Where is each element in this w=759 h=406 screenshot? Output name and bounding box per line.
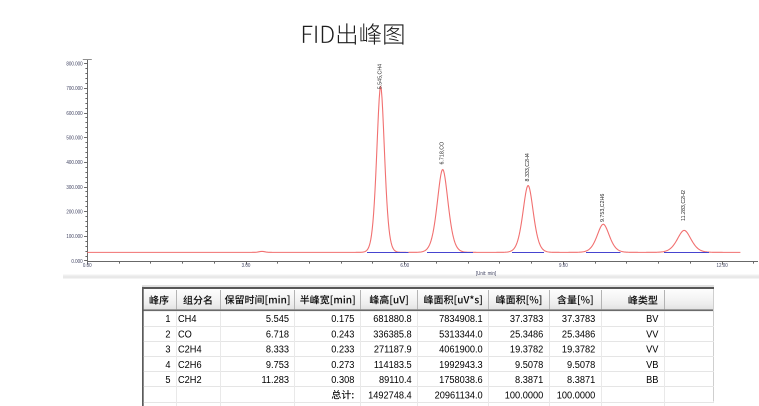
svg-text:1492748.4: 1492748.4: [368, 390, 412, 402]
svg-text:1758038.6: 1758038.6: [439, 375, 483, 387]
svg-text:3.00: 3.00: [242, 263, 251, 269]
svg-text:336385.8: 336385.8: [373, 329, 412, 341]
svg-text:300.000: 300.000: [66, 185, 83, 191]
svg-text:BV: BV: [646, 314, 659, 326]
svg-text:0.273: 0.273: [331, 359, 355, 371]
svg-text:9.5078: 9.5078: [515, 359, 544, 371]
svg-text:114183.5: 114183.5: [374, 359, 412, 371]
svg-text:1992943.3: 1992943.3: [439, 359, 483, 371]
svg-text:VV: VV: [646, 344, 659, 356]
svg-text:[Unit: min]: [Unit: min]: [476, 271, 496, 277]
svg-text:8.333: 8.333: [266, 344, 290, 356]
svg-text:37.3783: 37.3783: [562, 314, 596, 326]
svg-text:3: 3: [165, 344, 171, 356]
svg-text:4061900.0: 4061900.0: [439, 344, 483, 356]
svg-text:BB: BB: [646, 375, 659, 387]
svg-text:6.718,CO: 6.718,CO: [439, 142, 445, 165]
svg-text:200.000: 200.000: [66, 209, 83, 215]
svg-text:C2H6: C2H6: [178, 359, 202, 371]
svg-text:271187.9: 271187.9: [374, 344, 412, 356]
svg-text:400.000: 400.000: [66, 160, 83, 166]
svg-text:12.00: 12.00: [716, 263, 728, 269]
svg-text:9.753,C2H6: 9.753,C2H6: [600, 194, 606, 222]
svg-text:100.0000: 100.0000: [557, 390, 596, 402]
svg-text:0.233: 0.233: [331, 344, 355, 356]
svg-text:5.545,CH4: 5.545,CH4: [377, 64, 383, 89]
svg-text:8.333,C2H4: 8.333,C2H4: [525, 153, 531, 181]
svg-text:89110.4: 89110.4: [379, 375, 412, 387]
svg-text:1: 1: [165, 314, 171, 326]
svg-text:2: 2: [165, 329, 170, 341]
svg-text:0.308: 0.308: [331, 375, 355, 387]
svg-text:C2H2: C2H2: [178, 375, 202, 387]
svg-text:19.3782: 19.3782: [562, 344, 595, 356]
svg-text:CO: CO: [178, 329, 192, 341]
svg-text:CH4: CH4: [178, 314, 197, 326]
svg-text:C2H4: C2H4: [178, 344, 202, 356]
svg-text:11.283,C2H2: 11.283,C2H2: [681, 190, 687, 221]
svg-text:6.718: 6.718: [266, 329, 290, 341]
svg-text:11.283: 11.283: [261, 375, 289, 387]
svg-text:681880.8: 681880.8: [373, 314, 412, 326]
svg-text:0.243: 0.243: [331, 329, 355, 341]
svg-text:600.000: 600.000: [66, 111, 83, 117]
svg-text:0.00: 0.00: [83, 263, 92, 269]
svg-text:4: 4: [165, 359, 171, 371]
svg-text:8.3871: 8.3871: [567, 375, 596, 387]
svg-text:0.000: 0.000: [71, 259, 83, 265]
svg-text:8.3871: 8.3871: [515, 375, 544, 387]
svg-text:25.3486: 25.3486: [510, 329, 544, 341]
svg-text:700.000: 700.000: [66, 86, 83, 92]
svg-text:100.0000: 100.0000: [505, 390, 544, 402]
svg-text:9.753: 9.753: [266, 359, 290, 371]
svg-text:5: 5: [165, 375, 171, 387]
svg-text:37.3783: 37.3783: [510, 314, 544, 326]
svg-text:500.000: 500.000: [66, 135, 83, 141]
svg-text:800.000: 800.000: [66, 61, 83, 67]
svg-text:100.000: 100.000: [66, 234, 83, 240]
svg-text:6.00: 6.00: [400, 263, 409, 269]
svg-text:VV: VV: [646, 329, 659, 341]
svg-text:5313344.0: 5313344.0: [439, 329, 483, 341]
svg-text:9.5078: 9.5078: [567, 359, 596, 371]
svg-text:20961134.0: 20961134.0: [435, 390, 484, 402]
svg-text:5.545: 5.545: [266, 314, 290, 326]
svg-text:0.175: 0.175: [331, 314, 355, 326]
svg-text:7834908.1: 7834908.1: [439, 314, 483, 326]
svg-text:25.3486: 25.3486: [562, 329, 596, 341]
svg-text:19.3782: 19.3782: [510, 344, 543, 356]
svg-text:VB: VB: [646, 359, 659, 371]
svg-text:9.00: 9.00: [559, 263, 568, 269]
